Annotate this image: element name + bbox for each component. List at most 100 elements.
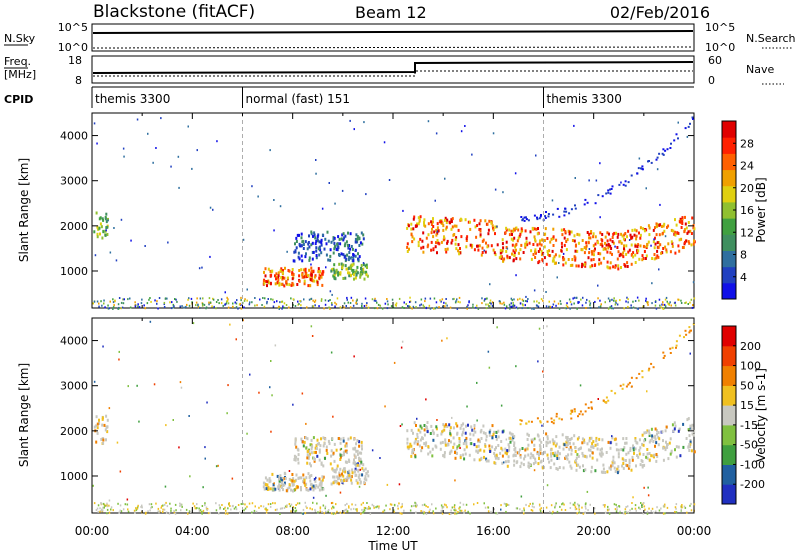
ground-scatter-cell <box>686 511 688 514</box>
sparse-echo-cell <box>246 288 248 291</box>
colorbar-swatch <box>722 153 736 171</box>
echo-cell <box>353 437 356 441</box>
ground-scatter-cell <box>137 305 139 308</box>
arc-echo-cell <box>570 417 573 420</box>
ground-scatter-cell <box>272 502 274 505</box>
arc-echo-cell <box>647 160 649 163</box>
echo-cell <box>294 242 296 246</box>
sparse-echo-cell <box>651 282 653 285</box>
echo-cell <box>687 221 690 224</box>
arc-echo-cell <box>523 216 526 219</box>
echo-cell <box>459 247 461 250</box>
echo-cell <box>551 438 554 442</box>
echo-cell <box>519 248 522 252</box>
echo-cell <box>303 275 306 278</box>
echo-cell <box>342 469 345 473</box>
ground-scatter-cell <box>585 502 587 505</box>
ground-scatter-cell <box>157 507 160 510</box>
ground-scatter-cell <box>578 301 580 304</box>
echo-cell <box>280 481 283 485</box>
echo-cell <box>324 456 326 460</box>
echo-cell <box>291 281 294 285</box>
sparse-echo-cell <box>226 412 228 415</box>
echo-cell <box>552 257 555 261</box>
echo-cell <box>307 488 310 492</box>
echo-cell <box>358 244 361 247</box>
arc-echo-cell <box>564 207 567 210</box>
ground-scatter-cell <box>415 502 417 505</box>
ground-scatter-cell <box>227 306 230 309</box>
echo-cell <box>362 270 365 274</box>
sparse-echo-cell <box>108 499 111 502</box>
echo-cell <box>662 247 665 250</box>
ground-scatter-cell <box>225 302 228 305</box>
ground-scatter-cell <box>558 307 561 310</box>
ground-scatter-cell <box>274 502 276 505</box>
echo-cell <box>565 444 568 447</box>
echo-cells <box>92 319 696 515</box>
echo-cell <box>479 448 482 452</box>
echo-cell <box>304 255 307 259</box>
echo-cell <box>307 284 310 288</box>
ground-scatter-cell <box>459 509 461 512</box>
x-tick-label: 00:00 <box>75 524 110 538</box>
echo-cell <box>410 222 413 226</box>
ground-scatter-cell <box>416 504 418 507</box>
echo-cell <box>486 245 489 249</box>
sparse-echo-cell <box>400 346 403 349</box>
sparse-echo-cell <box>191 167 193 170</box>
echo-cell <box>648 452 651 455</box>
ground-scatter-cell <box>104 306 106 309</box>
echo-cell <box>437 229 440 233</box>
arc-echo-cell <box>540 214 542 216</box>
echo-cell <box>480 437 483 440</box>
sparse-echo-cell <box>217 464 219 467</box>
sparse-echo-cell <box>202 486 204 489</box>
echo-cell <box>485 459 488 463</box>
ground-scatter-cell <box>350 296 353 299</box>
ground-scatter-cell <box>207 512 210 515</box>
nave-label: Nave <box>746 63 774 76</box>
echo-cell <box>102 441 105 445</box>
echo-cell <box>482 238 485 242</box>
beam-label: Beam 12 <box>355 3 427 22</box>
ground-scatter-cell <box>652 511 655 514</box>
echo-cell <box>488 430 491 434</box>
echo-cell <box>494 225 497 229</box>
ground-scatter-cell <box>674 304 677 307</box>
ground-scatter-cell <box>545 506 548 509</box>
ground-scatter-cell <box>227 507 229 510</box>
echo-cell <box>319 444 322 448</box>
echo-cell <box>352 259 355 263</box>
echo-cell <box>622 448 625 452</box>
echo-cell <box>430 220 433 224</box>
ground-scatter-cell <box>664 503 666 506</box>
ground-scatter-cell <box>587 509 589 512</box>
echo-cell <box>637 243 640 247</box>
sparse-echo-cell <box>94 254 97 257</box>
freq-left-tick-bottom: 8 <box>75 74 82 87</box>
ground-scatter-cell <box>490 510 492 513</box>
sparse-echo-cell <box>274 344 277 347</box>
ground-scatter-cell <box>352 507 355 510</box>
ground-scatter-cell <box>226 296 228 299</box>
echo-cell <box>342 451 345 455</box>
ground-scatter-cell <box>163 508 166 511</box>
ground-scatter-cell <box>311 508 313 511</box>
ground-scatter-cell <box>95 509 98 511</box>
echo-cell <box>655 222 658 226</box>
ground-scatter-cell <box>127 508 129 511</box>
ground-scatter-cell <box>134 511 136 514</box>
echo-cell <box>685 437 688 440</box>
echo-cell <box>582 464 584 468</box>
ground-scatter-cell <box>440 509 442 512</box>
echo-cell <box>311 277 313 281</box>
echo-cell <box>414 437 417 441</box>
sparse-echo-cell <box>198 267 201 270</box>
ground-scatter-cell <box>202 302 204 305</box>
echo-cell <box>536 243 539 247</box>
echo-cell <box>693 450 696 454</box>
sparse-echo-cell <box>573 124 575 127</box>
echo-cell <box>530 249 533 253</box>
ground-scatter-cell <box>403 509 405 512</box>
